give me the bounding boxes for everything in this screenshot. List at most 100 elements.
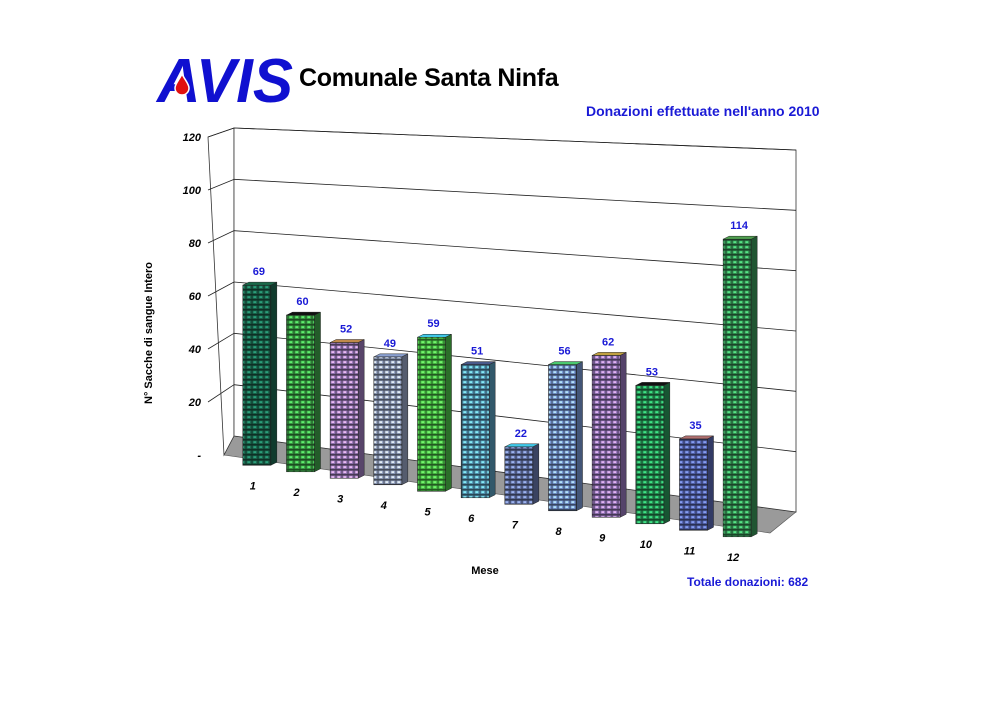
x-axis-label: Mese — [471, 565, 499, 577]
chart-gridlines — [207, 127, 797, 453]
data-label: 35 — [689, 420, 701, 432]
x-tick-label: 11 — [684, 545, 695, 557]
bar-front — [591, 355, 621, 518]
gridline — [233, 230, 797, 272]
bar-top — [330, 339, 365, 343]
data-labels: 69 60 52 49 59 51 22 56 62 53 35 114 — [253, 220, 749, 440]
bar-front — [722, 238, 752, 538]
bar-top — [548, 361, 583, 365]
chart-title: Donazioni effettuate nell'anno 2010 — [586, 103, 820, 119]
bar-7 — [504, 443, 540, 505]
y-tick-label: 120 — [183, 132, 202, 144]
y-tick-label: - — [197, 450, 201, 462]
gridline-side — [207, 281, 235, 297]
chart-bars — [242, 235, 758, 538]
bar-front — [417, 336, 446, 492]
bar-8 — [548, 361, 583, 512]
side-wall — [207, 127, 235, 457]
bar-front — [286, 314, 315, 473]
x-tick-label: 8 — [555, 526, 562, 538]
bar-1 — [242, 281, 278, 466]
bar-top — [242, 281, 277, 286]
data-label: 62 — [602, 336, 614, 348]
x-tick-label: 12 — [727, 552, 739, 564]
bar-3 — [329, 339, 365, 479]
bar-side — [750, 235, 758, 538]
y-tick-label: 20 — [188, 397, 202, 409]
bar-front — [460, 364, 490, 499]
x-tick-label: 3 — [337, 493, 343, 505]
bar-top — [504, 443, 539, 448]
bar-12 — [722, 235, 758, 538]
bar-front — [242, 284, 272, 466]
bar-top — [373, 353, 408, 358]
bar-top — [286, 311, 321, 316]
bar-front — [548, 364, 577, 512]
data-label: 59 — [427, 318, 439, 330]
bar-top — [635, 382, 670, 386]
gridline-side — [207, 384, 235, 403]
bar-front — [504, 446, 534, 505]
blood-drop-icon — [174, 72, 190, 96]
bar-top — [417, 333, 452, 338]
x-tick-label: 2 — [292, 487, 299, 499]
gridline — [233, 332, 797, 392]
bar-side — [663, 382, 671, 525]
avis-logo-text: AVIS — [155, 52, 293, 106]
bar-top — [461, 361, 496, 365]
x-tick-label: 10 — [640, 539, 653, 551]
gridline-side — [207, 230, 235, 244]
bar-2 — [286, 311, 321, 473]
x-tick-label: 5 — [424, 506, 431, 518]
bar-side — [401, 353, 409, 486]
bar-front — [329, 342, 359, 479]
data-label: 53 — [646, 366, 658, 378]
bar-side — [532, 443, 540, 505]
bar-10 — [635, 382, 671, 525]
bar-side — [357, 339, 365, 479]
y-tick-label: 80 — [189, 238, 202, 250]
bar-6 — [460, 361, 496, 499]
bar-front — [635, 385, 665, 525]
x-tick-label: 6 — [468, 513, 475, 525]
bar-side — [488, 361, 496, 499]
bar-top — [679, 435, 714, 440]
data-label: 49 — [384, 338, 396, 350]
gridline-side — [207, 127, 235, 138]
bar-side — [707, 435, 714, 531]
bar-front — [373, 356, 403, 486]
y-axis-ticks: - 20 40 60 80 100 120 — [183, 132, 202, 462]
data-label: 114 — [730, 220, 749, 232]
data-label: 52 — [340, 324, 352, 336]
x-tick-label: 1 — [250, 480, 256, 492]
organization-title: Comunale Santa Ninfa — [299, 64, 559, 92]
gridline — [233, 178, 797, 211]
data-label: 69 — [253, 266, 265, 278]
y-axis-label: N° Sacche di sangue Intero — [143, 262, 155, 404]
bar-5 — [417, 333, 452, 492]
bar-side — [619, 352, 627, 518]
gridline — [233, 281, 797, 332]
bar-side — [576, 361, 583, 512]
y-tick-label: 60 — [189, 291, 202, 303]
data-label: 56 — [558, 346, 570, 358]
bar-side — [270, 281, 278, 466]
x-tick-label: 9 — [599, 532, 606, 544]
bar-top — [723, 235, 758, 240]
bar-4 — [373, 353, 409, 486]
bar-side — [314, 311, 321, 473]
gridline — [233, 127, 797, 151]
bar-11 — [679, 435, 714, 531]
y-tick-label: 100 — [183, 185, 202, 197]
bar-top — [592, 352, 627, 356]
bar-9 — [591, 352, 627, 518]
avis-logo: AVIS — [155, 52, 293, 106]
gridline-side — [207, 178, 235, 191]
gridline-side — [207, 332, 235, 350]
x-tick-label: 4 — [380, 500, 387, 512]
data-label: 51 — [471, 346, 483, 358]
bar-front — [679, 438, 708, 531]
data-label: 60 — [296, 296, 308, 308]
